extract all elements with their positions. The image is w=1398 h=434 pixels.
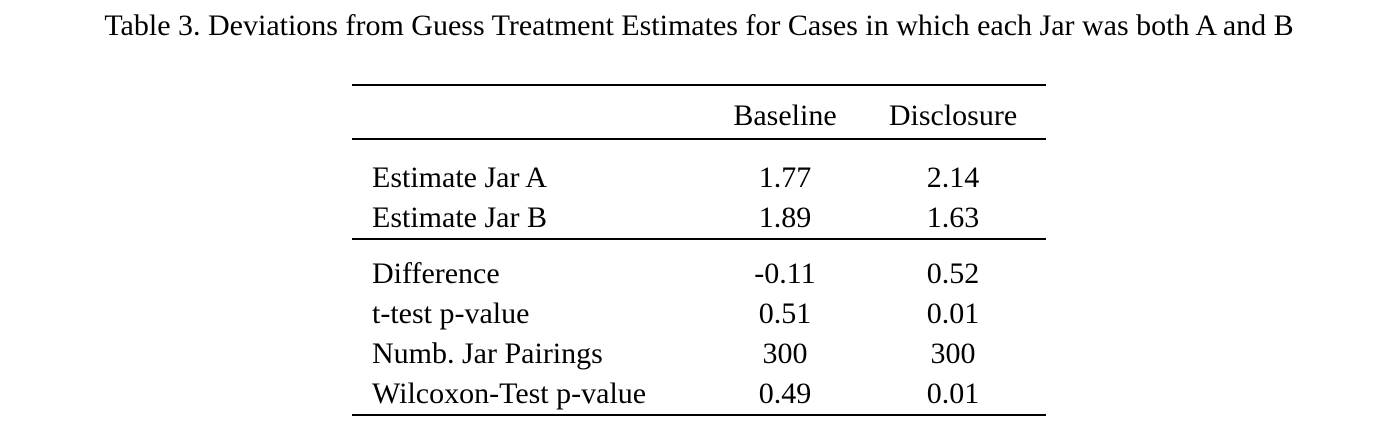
cell-disclosure: 0.52 (926, 257, 980, 290)
table-spacer (352, 140, 1046, 158)
table-middle-rule (352, 238, 1046, 240)
table-row: Estimate Jar A 1.77 2.14 (352, 158, 1046, 198)
cell-baseline: 1.89 (758, 201, 812, 234)
cell-baseline: -0.11 (754, 257, 816, 290)
cell-disclosure: 2.14 (926, 161, 980, 194)
cell-disclosure: 1.63 (926, 201, 980, 234)
cell-disclosure: 0.01 (926, 297, 980, 330)
row-label: Estimate Jar B (372, 201, 547, 234)
table-row: Estimate Jar B 1.89 1.63 (352, 198, 1046, 238)
table-spacer (352, 240, 1046, 254)
cell-baseline: 1.77 (758, 161, 812, 194)
row-label: Difference (372, 257, 500, 290)
cell-baseline: 0.49 (758, 377, 812, 410)
table-row: t-test p-value 0.51 0.01 (352, 294, 1046, 334)
row-label: t-test p-value (372, 297, 530, 330)
table-bottom-rule (352, 414, 1046, 416)
table-row: Difference -0.11 0.52 (352, 254, 1046, 294)
column-header-disclosure: Disclosure (888, 99, 1018, 132)
table-row: Numb. Jar Pairings 300 300 (352, 334, 1046, 374)
row-label: Wilcoxon-Test p-value (372, 377, 647, 410)
table-top-rule (352, 84, 1046, 86)
column-header-baseline: Baseline (733, 99, 837, 132)
row-label: Numb. Jar Pairings (372, 337, 603, 370)
table-header-rule (352, 138, 1046, 140)
table-header-row: Baseline Disclosure (352, 96, 1046, 138)
cell-disclosure: 300 (930, 337, 976, 370)
table-row: Wilcoxon-Test p-value 0.49 0.01 (352, 374, 1046, 414)
table-caption: Table 3. Deviations from Guess Treatment… (104, 9, 1294, 42)
row-label: Estimate Jar A (372, 161, 547, 194)
cell-baseline: 0.51 (758, 297, 812, 330)
cell-baseline: 300 (762, 337, 808, 370)
cell-disclosure: 0.01 (926, 377, 980, 410)
results-table: Baseline Disclosure Estimate Jar A 1.77 … (352, 84, 1046, 416)
